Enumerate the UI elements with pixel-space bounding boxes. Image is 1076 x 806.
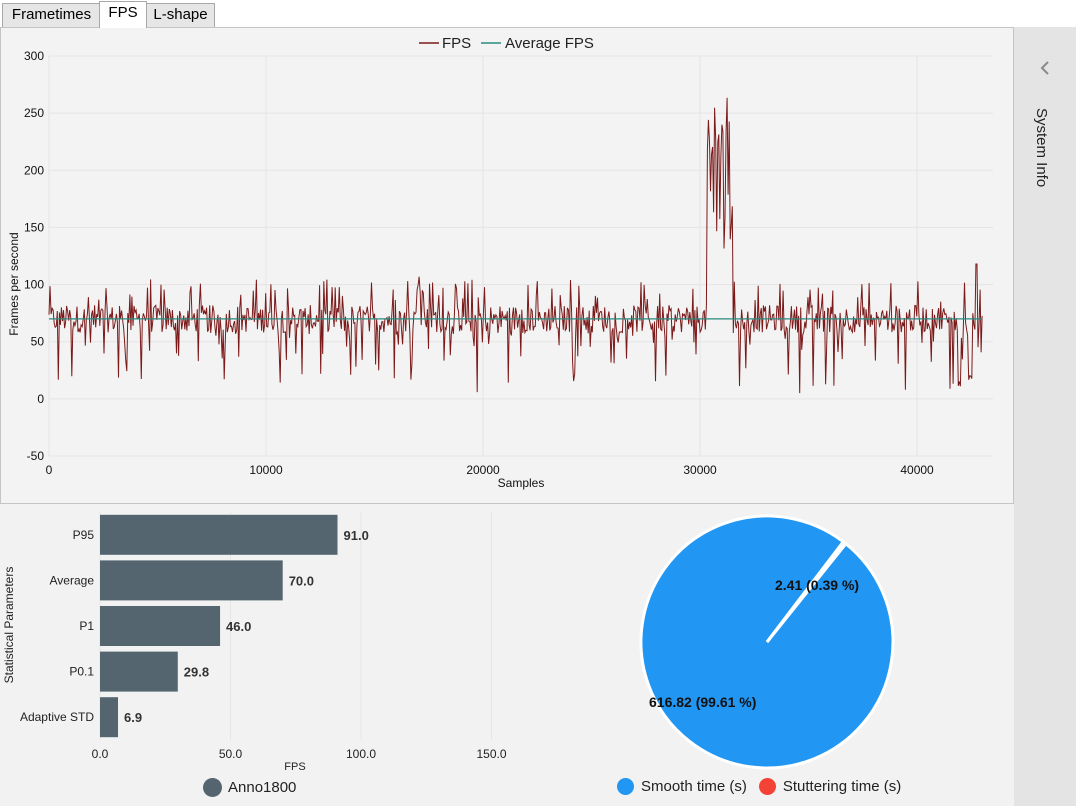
y-tick-label: 300 xyxy=(24,49,44,63)
pie-label-stuttering: 2.41 (0.39 %) xyxy=(775,577,859,593)
tab-bar: Frametimes FPS L-shape xyxy=(0,0,1076,28)
stats-category-label: P1 xyxy=(79,619,94,633)
stats-category-label: Average xyxy=(50,573,95,587)
x-tick-label: 0 xyxy=(46,463,53,477)
smooth-legend-dot xyxy=(617,778,634,795)
stutter-pie-chart: 2.41 (0.39 %) 616.82 (99.61 %) xyxy=(639,514,895,770)
stats-value-label: 6.9 xyxy=(124,710,142,725)
stats-x-axis-title: FPS xyxy=(284,761,305,773)
stats-value-label: 46.0 xyxy=(226,619,251,634)
stats-value-label: 91.0 xyxy=(344,528,369,543)
chevron-left-icon[interactable] xyxy=(1036,59,1054,77)
y-tick-label: -50 xyxy=(27,449,45,463)
bottom-area: 0.0 50.0 100.0 150.0 P95 91.0 Average 70.0 P1 46… xyxy=(0,504,1014,806)
stats-bar xyxy=(100,606,221,646)
fps-legend: FPS Average FPS xyxy=(419,35,594,52)
stats-x-tick-label: 150.0 xyxy=(476,747,506,761)
stats-value-label: 29.8 xyxy=(184,665,209,680)
system-info-label[interactable]: System Info xyxy=(1033,108,1050,188)
statistical-parameters-chart: 0.0 50.0 100.0 150.0 P95 91.0 Average 70.0 P1 46… xyxy=(2,512,507,773)
smooth-legend-label: Smooth time (s) xyxy=(641,778,747,795)
x-tick-label: 10000 xyxy=(249,463,283,477)
tab-frametimes[interactable]: Frametimes xyxy=(2,3,101,27)
legend-average-label: Average FPS xyxy=(505,35,594,52)
stats-legend: Anno1800 xyxy=(203,778,296,797)
stutter-legend: Smooth time (s) Stuttering time (s) xyxy=(617,778,901,795)
legend-fps-label: FPS xyxy=(442,35,471,52)
x-tick-label: 20000 xyxy=(466,463,500,477)
stats-value-label: 70.0 xyxy=(289,573,314,588)
pie-label-smooth: 616.82 (99.61 %) xyxy=(649,694,756,710)
pie-slice-stuttering xyxy=(765,539,848,643)
stats-x-tick-label: 100.0 xyxy=(346,747,376,761)
stats-category-label: P95 xyxy=(73,528,95,542)
anno1800-legend-dot xyxy=(203,778,222,797)
stuttering-legend-dot xyxy=(758,778,776,795)
stats-category-label: P0.1 xyxy=(69,665,94,679)
stats-bar xyxy=(100,697,119,738)
stats-x-tick-label: 50.0 xyxy=(219,747,243,761)
anno1800-legend-label: Anno1800 xyxy=(228,779,297,796)
x-tick-label: 40000 xyxy=(900,463,934,477)
stats-bar xyxy=(100,514,338,555)
y-tick-label: 0 xyxy=(37,392,44,406)
system-info-panel[interactable] xyxy=(1014,27,1076,806)
stats-x-tick-label: 0.0 xyxy=(92,747,109,761)
stats-bar xyxy=(100,560,283,601)
y-tick-label: 250 xyxy=(24,106,44,120)
tab-l-shape[interactable]: L-shape xyxy=(146,3,215,27)
y-tick-label: 150 xyxy=(24,220,44,234)
x-axis-title: Samples xyxy=(498,476,545,490)
x-tick-label: 30000 xyxy=(683,463,717,477)
y-tick-label: 100 xyxy=(24,278,44,292)
stats-y-axis-title: Statistical Parameters xyxy=(2,567,16,684)
stats-category-label: Adaptive STD xyxy=(20,710,94,724)
y-tick-label: 200 xyxy=(24,163,44,177)
fps-chart-panel: -50 0 50 100 150 200 250 300 0 10000 20000 30000 400… xyxy=(0,27,1014,504)
tab-fps[interactable]: FPS xyxy=(99,1,147,28)
fps-series-line xyxy=(48,97,983,394)
y-axis-title: Frames per second xyxy=(7,232,21,335)
stats-bar xyxy=(100,651,178,692)
stuttering-legend-label: Stuttering time (s) xyxy=(782,778,902,795)
y-tick-label: 50 xyxy=(31,335,45,349)
